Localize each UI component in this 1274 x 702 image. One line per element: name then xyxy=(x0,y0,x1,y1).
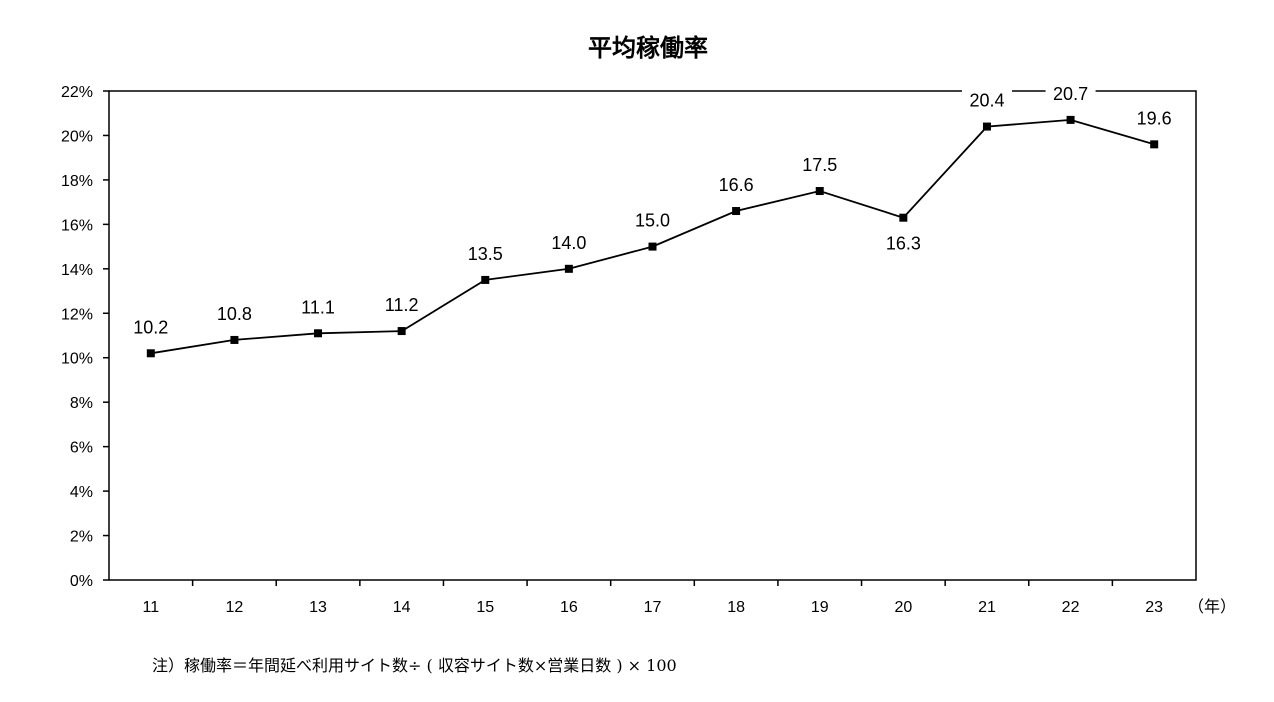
x-tick-label: 21 xyxy=(978,599,996,616)
y-tick-label: 0% xyxy=(70,573,93,590)
x-tick-label: 20 xyxy=(894,599,912,616)
data-label: 19.6 xyxy=(1137,108,1172,128)
data-label-bg xyxy=(961,88,1012,113)
x-tick-label: 11 xyxy=(143,599,160,616)
data-label: 17.5 xyxy=(802,155,837,175)
line-chart: 平均稼働率 0% 2% 4% 6% 8% 10% 12% 14% 16% 18% 20% 22% 11 1… xyxy=(61,34,1236,616)
data-point xyxy=(1066,115,1075,124)
data-label: 10.2 xyxy=(133,317,168,337)
y-tick-label: 2% xyxy=(70,529,93,546)
chart-title: 平均稼働率 xyxy=(588,34,708,62)
data-point xyxy=(146,349,155,358)
y-tick-label: 20% xyxy=(61,128,93,145)
data-point xyxy=(732,207,741,216)
data-point xyxy=(314,329,323,338)
data-point xyxy=(1150,140,1159,149)
plot-area: 0% 2% 4% 6% 8% 10% 12% 14% 16% 18% 20% 22% 11 12 13 14 1… xyxy=(61,81,1197,616)
data-label: 16.6 xyxy=(719,175,754,195)
x-tick-label: 19 xyxy=(811,599,829,616)
y-tick-label: 16% xyxy=(61,217,93,234)
y-tick-label: 10% xyxy=(61,351,93,368)
x-tick-label: 17 xyxy=(644,599,662,616)
data-point xyxy=(564,264,573,273)
data-label-bg xyxy=(1045,81,1096,106)
data-point xyxy=(982,122,991,131)
footnote: 注）稼働率＝年間延べ利用サイト数÷ ( 収容サイト数×営業日数 ) × 100 xyxy=(152,656,677,675)
data-point xyxy=(815,187,824,196)
y-tick-label: 6% xyxy=(70,440,93,457)
data-label: 20.4 xyxy=(969,91,1004,111)
data-label: 11.1 xyxy=(301,297,335,317)
y-tick-label: 12% xyxy=(61,306,93,323)
x-tick-label: 23 xyxy=(1145,599,1163,616)
data-point xyxy=(397,327,406,336)
x-tick-label: 15 xyxy=(476,599,494,616)
data-label: 11.2 xyxy=(385,295,419,315)
x-tick-label: 18 xyxy=(727,599,745,616)
plot-frame xyxy=(108,90,1197,581)
x-axis-unit-label: （年） xyxy=(1188,597,1236,616)
data-point xyxy=(899,213,908,222)
data-label: 16.3 xyxy=(886,234,921,254)
data-label: 13.5 xyxy=(468,244,503,264)
y-tick-label: 18% xyxy=(61,173,93,190)
data-label: 15.0 xyxy=(635,211,670,231)
data-label: 10.8 xyxy=(217,304,252,324)
x-tick-label: 16 xyxy=(560,599,578,616)
data-label: 14.0 xyxy=(551,233,586,253)
x-tick-label: 13 xyxy=(309,599,327,616)
data-point xyxy=(230,335,239,344)
y-tick-label: 8% xyxy=(70,395,93,412)
y-tick-label: 14% xyxy=(61,262,93,279)
y-tick-label: 22% xyxy=(61,84,93,101)
y-tick-label: 4% xyxy=(70,484,93,501)
data-point xyxy=(648,242,657,251)
series-line xyxy=(150,118,1155,355)
data-label: 20.7 xyxy=(1053,84,1088,104)
x-tick-label: 12 xyxy=(226,599,244,616)
x-tick-label: 22 xyxy=(1062,599,1080,616)
data-point xyxy=(481,275,490,284)
x-tick-label: 14 xyxy=(393,599,411,616)
